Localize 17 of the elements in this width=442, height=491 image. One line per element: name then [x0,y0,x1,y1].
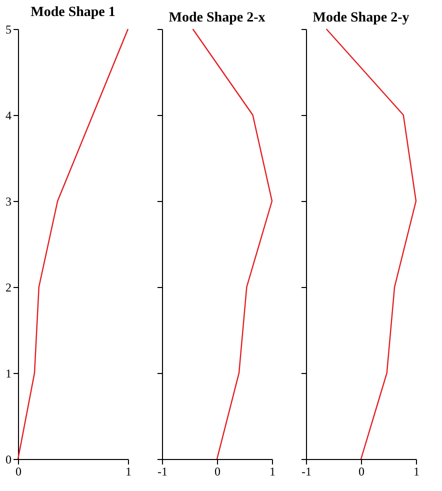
y-tick-label: 4 [6,108,12,122]
y-tick-label: 5 [6,22,12,36]
chart-title: Mode Shape 2-x [168,10,266,26]
y-tick-label: 2 [6,280,12,294]
x-tick-label: 0 [358,464,364,478]
x-tick-label: 0 [214,464,220,478]
y-tick-label: 3 [6,194,12,208]
x-tick-label: 1 [270,464,276,478]
x-tick-label: 1 [414,464,420,478]
x-tick-label: -1 [158,464,168,478]
chart-title: Mode Shape 1 [30,5,116,20]
x-tick-label: 0 [16,464,22,478]
x-tick-label: 1 [126,464,132,478]
x-tick-label: -1 [302,464,312,478]
y-tick-label: 1 [6,366,12,380]
chart-title: Mode Shape 2-y [312,10,410,26]
y-tick-label: 0 [6,452,12,466]
